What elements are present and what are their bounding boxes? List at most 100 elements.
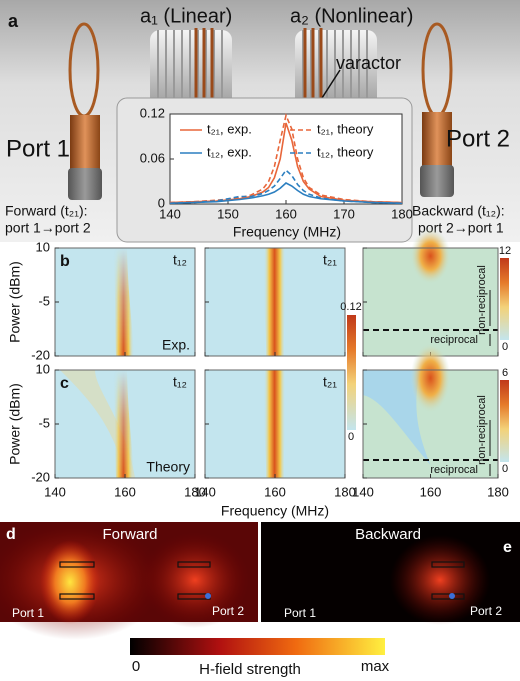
colorbar-min: 0 xyxy=(132,658,140,675)
series-line xyxy=(169,112,403,204)
direction-label: Backward (t₁₂): xyxy=(412,203,505,219)
legend-label: t₁₂, theory xyxy=(317,144,374,159)
x-axis-label: Frequency (MHz) xyxy=(221,503,329,519)
map-title: t₂₁ xyxy=(323,374,337,390)
panel-label: d xyxy=(6,526,16,543)
x-tick-label: 180 xyxy=(391,206,413,221)
y-tick-label: 0.06 xyxy=(140,150,165,165)
series-line xyxy=(169,169,403,205)
coil-rings xyxy=(302,30,368,110)
resonance-streak xyxy=(113,370,134,478)
x-tick-label: 160 xyxy=(264,484,286,499)
cable xyxy=(420,165,454,197)
field-glow xyxy=(40,540,100,624)
windings xyxy=(303,28,323,100)
arrow xyxy=(321,69,341,99)
region-label: non-reciprocal xyxy=(476,265,488,335)
y-tick-label: -20 xyxy=(31,347,50,362)
colorbar-label: 0 xyxy=(502,463,508,475)
y-tick-label: -20 xyxy=(31,469,50,484)
panel-title: Backward xyxy=(355,526,421,543)
colorbar-title: H-field strength xyxy=(199,661,301,678)
colorbar-label: 0 xyxy=(502,341,508,353)
heatmap xyxy=(54,369,196,479)
legend-label: t₁₂, exp. xyxy=(207,144,252,159)
colorbar xyxy=(500,258,509,340)
x-tick-label: 140 xyxy=(194,484,216,499)
x-tick-label: 160 xyxy=(275,206,297,221)
map-title: t₁₂ xyxy=(173,374,187,390)
cable xyxy=(68,168,102,200)
port-label: Port 1 xyxy=(6,135,70,162)
field-glow xyxy=(140,532,250,628)
port-label: Port 2 xyxy=(446,125,510,152)
port-label: Port 1 xyxy=(12,606,44,620)
colorbar-label: 12 xyxy=(499,245,511,257)
x-tick-label: 150 xyxy=(217,206,239,221)
y-axis-label: Power (dBm) xyxy=(7,261,23,343)
y-tick-label: -5 xyxy=(38,415,50,430)
colorbar-label: 6 xyxy=(502,367,508,379)
copper-tube xyxy=(70,115,100,170)
colorbar xyxy=(347,315,356,430)
map-title: t₂₁ xyxy=(323,252,337,268)
panel-label: b xyxy=(60,253,70,270)
legend-label: t₂₁, theory xyxy=(317,121,374,136)
varactor-dot xyxy=(449,593,455,599)
heatmap xyxy=(204,247,346,357)
legend-label: t₂₁, exp. xyxy=(207,121,252,136)
x-tick-label: 180 xyxy=(184,484,206,499)
colorbar-label: 0 xyxy=(348,431,354,443)
x-axis-label: Frequency (MHz) xyxy=(233,224,341,240)
resonance-streak xyxy=(263,248,286,356)
map-note: Exp. xyxy=(162,337,190,353)
heatmap xyxy=(54,247,196,357)
x-tick-label: 170 xyxy=(333,206,355,221)
region-label: non-reciprocal xyxy=(476,395,488,465)
panel-title: Forward xyxy=(102,526,157,543)
plot-area xyxy=(169,113,403,205)
map-note: Theory xyxy=(146,459,190,475)
port-label: Port 2 xyxy=(470,604,502,618)
x-tick-label: 140 xyxy=(352,484,374,499)
y-tick-label: 0 xyxy=(158,195,165,210)
region-label: reciprocal xyxy=(430,464,478,476)
panel-a: a a₁ (Linear) a₂ (Nonlinear) varactor Po… xyxy=(0,0,520,243)
windings xyxy=(194,28,214,100)
panels-de: d Forward Port 1 Port 2 e Backward Port … xyxy=(0,520,520,678)
y-axis-label: Power (dBm) xyxy=(7,383,23,465)
contrast-peak xyxy=(410,228,451,284)
map-title: t₁₂ xyxy=(173,252,187,268)
colorbar-max: max xyxy=(361,658,390,675)
panel-label: c xyxy=(60,375,69,392)
direction-label: Forward (t₂₁): xyxy=(5,203,88,219)
x-tick-label: 160 xyxy=(420,484,442,499)
colorbar-label: 0.12 xyxy=(340,301,361,313)
region-label: reciprocal xyxy=(430,334,478,346)
port-label: Port 2 xyxy=(212,604,244,618)
coil-rings xyxy=(157,30,223,110)
coil-label: a₁ (Linear) xyxy=(140,5,232,27)
field-glow xyxy=(390,535,490,625)
port-label: Port 1 xyxy=(284,606,316,620)
panel-label: e xyxy=(503,539,512,556)
resonance-streak xyxy=(263,370,286,478)
copper-tube xyxy=(422,112,452,167)
x-tick-label: 140 xyxy=(159,206,181,221)
resonator-outline xyxy=(431,561,465,600)
coil-label: a₂ (Nonlinear) xyxy=(290,5,413,27)
varactor-dot xyxy=(205,593,211,599)
heatmap xyxy=(204,369,346,479)
colorbar xyxy=(500,380,509,462)
x-tick-label: 140 xyxy=(44,484,66,499)
panel-label: a xyxy=(8,11,19,31)
y-tick-label: 10 xyxy=(36,239,50,254)
resonance-streak xyxy=(113,248,134,356)
contrast-peak xyxy=(410,343,451,413)
colorbar xyxy=(130,638,385,655)
y-tick-label: -5 xyxy=(38,293,50,308)
x-tick-label: 160 xyxy=(114,484,136,499)
